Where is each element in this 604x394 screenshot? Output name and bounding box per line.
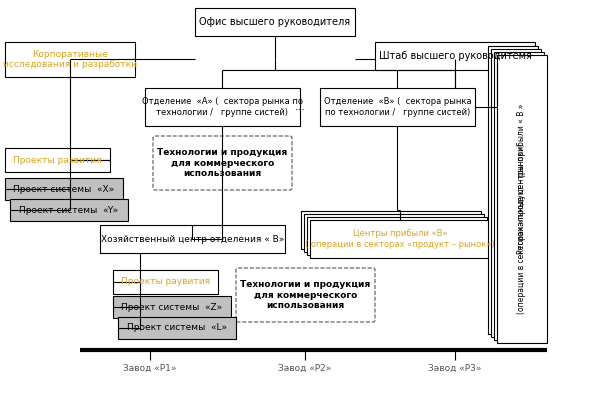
FancyBboxPatch shape <box>301 211 481 249</box>
Text: Проекты развития: Проекты развития <box>13 156 102 165</box>
Text: Центры прибыли «В»
( операции в секторах «продукт – рынок»): Центры прибыли «В» ( операции в секторах… <box>305 229 495 249</box>
FancyBboxPatch shape <box>497 55 547 343</box>
FancyBboxPatch shape <box>153 136 292 190</box>
Text: Хозяйственный центр отделения « В»: Хозяйственный центр отделения « В» <box>101 234 284 243</box>
FancyBboxPatch shape <box>5 178 123 200</box>
Text: Технологии и продукция
для коммерческого
использования: Технологии и продукция для коммерческого… <box>158 148 288 178</box>
FancyBboxPatch shape <box>118 317 236 339</box>
FancyBboxPatch shape <box>488 46 538 334</box>
FancyBboxPatch shape <box>5 42 135 77</box>
FancyBboxPatch shape <box>310 220 490 258</box>
FancyBboxPatch shape <box>236 268 375 322</box>
Text: Проекты раyвития: Проекты раyвития <box>121 277 210 286</box>
Text: Завод «P1»: Завод «P1» <box>123 364 177 372</box>
FancyBboxPatch shape <box>494 52 544 340</box>
FancyBboxPatch shape <box>100 225 285 253</box>
FancyBboxPatch shape <box>307 217 487 255</box>
FancyBboxPatch shape <box>113 270 218 294</box>
Text: Региональные центры прибыли « В »: Региональные центры прибыли « В » <box>518 104 527 254</box>
Text: Отделение  «B» (  сектора рынка
по технологии /   группе систей): Отделение «B» ( сектора рынка по техноло… <box>324 97 471 117</box>
FancyBboxPatch shape <box>304 214 484 252</box>
Text: (операции в секторах «продукт – рынок»): (операции в секторах «продукт – рынок») <box>518 144 527 314</box>
FancyBboxPatch shape <box>113 296 231 318</box>
FancyBboxPatch shape <box>145 88 300 126</box>
FancyBboxPatch shape <box>10 199 128 221</box>
Text: Проект системы  «Y»: Проект системы «Y» <box>19 206 118 214</box>
FancyBboxPatch shape <box>375 42 535 70</box>
FancyBboxPatch shape <box>320 88 475 126</box>
Text: Отделение  «A» (  сектора рынка по
технологии /   группе систей): Отделение «A» ( сектора рынка по техноло… <box>142 97 303 117</box>
Text: Проект системы  «L»: Проект системы «L» <box>127 323 227 333</box>
Text: Штаб высшего руководитемя: Штаб высшего руководитемя <box>379 51 532 61</box>
Text: Корпоративные
исследования и разработки: Корпоративные исследования и разработки <box>3 50 137 69</box>
FancyBboxPatch shape <box>5 148 110 172</box>
Text: Технологии и продукция
для коммерческого
использования: Технологии и продукция для коммерческого… <box>240 280 371 310</box>
Text: Проект системы  «X»: Проект системы «X» <box>13 184 115 193</box>
Text: Завод «P2»: Завод «P2» <box>278 364 332 372</box>
Text: ...: ... <box>295 102 306 112</box>
Text: Завод «P3»: Завод «P3» <box>428 364 482 372</box>
Text: Офис высшего руководителя: Офис высшего руководителя <box>199 17 350 27</box>
Text: Проект системы  «Z»: Проект системы «Z» <box>121 303 223 312</box>
FancyBboxPatch shape <box>491 49 541 337</box>
FancyBboxPatch shape <box>195 8 355 36</box>
